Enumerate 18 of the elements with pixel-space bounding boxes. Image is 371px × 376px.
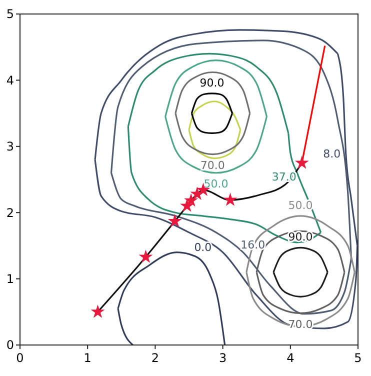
series-label: 70.0 (200, 159, 225, 172)
series-label: 50.0 (204, 178, 228, 191)
series-label: 8.0 (323, 148, 341, 161)
series-label: 0.0 (194, 241, 212, 254)
y-tick-label: 4 (6, 73, 14, 88)
y-tick-label: 5 (6, 7, 14, 22)
x-tick-label: 0 (16, 351, 24, 365)
y-tick-label: 0 (6, 338, 14, 352)
series-label: 90.0 (200, 76, 224, 90)
x-tick-label: 3 (218, 351, 227, 365)
x-tick-label: 1 (84, 351, 92, 365)
x-tick-label: 2 (151, 351, 160, 365)
y-tick-label: 3 (6, 140, 14, 154)
y-tick-label: 2 (6, 206, 14, 220)
series-label: 90.0 (288, 230, 313, 244)
x-tick-label: 4 (286, 351, 294, 365)
x-tick-label: 5 (354, 351, 362, 365)
y-tick-label: 1 (6, 272, 14, 286)
